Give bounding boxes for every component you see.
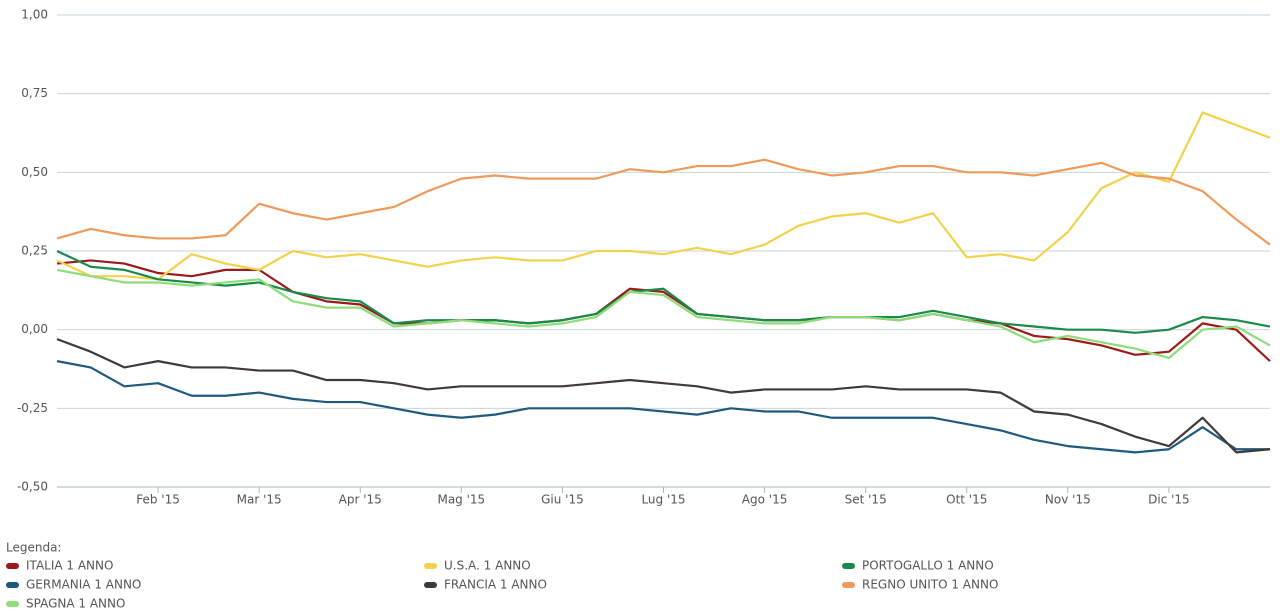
- y-tick-label: 0,50: [21, 165, 48, 179]
- legend-label: U.S.A. 1 ANNO: [444, 559, 531, 573]
- x-tick-label: Set '15: [845, 493, 887, 507]
- legend-marker: [6, 601, 19, 607]
- legend-title: Legenda:: [6, 541, 61, 555]
- series-line: [56, 338, 1271, 454]
- legend-marker: [842, 582, 855, 588]
- legend-marker: [842, 563, 855, 569]
- series-line: [56, 158, 1271, 246]
- x-tick-label: Mar '15: [237, 493, 282, 507]
- y-tick-label: 1,00: [21, 8, 48, 22]
- series-line: [56, 259, 1271, 362]
- y-tick-label: 0,75: [21, 86, 48, 100]
- legend-marker: [6, 582, 19, 588]
- series-line: [56, 268, 1271, 360]
- x-tick-label: Giu '15: [541, 493, 584, 507]
- x-tick-label: Apr '15: [339, 493, 382, 507]
- x-tick-label: Feb '15: [136, 493, 180, 507]
- series-line: [56, 111, 1271, 281]
- legend-marker: [424, 582, 437, 588]
- legend-label: FRANCIA 1 ANNO: [444, 578, 547, 592]
- y-tick-label: -0,50: [17, 480, 48, 494]
- y-tick-label: 0,25: [21, 244, 48, 258]
- x-tick-label: Ott '15: [946, 493, 987, 507]
- x-tick-label: Lug '15: [641, 493, 685, 507]
- legend-marker: [424, 563, 437, 569]
- series-line: [56, 250, 1271, 334]
- x-tick-label: Nov '15: [1045, 493, 1091, 507]
- legend-label: PORTOGALLO 1 ANNO: [862, 559, 994, 573]
- x-tick-label: Mag '15: [437, 493, 485, 507]
- legend-label: GERMANIA 1 ANNO: [26, 578, 141, 592]
- x-tick-label: Dic '15: [1148, 493, 1190, 507]
- legend-marker: [6, 563, 19, 569]
- series-line: [56, 360, 1270, 454]
- legend-label: REGNO UNITO 1 ANNO: [862, 578, 998, 592]
- legend-label: SPAGNA 1 ANNO: [26, 597, 125, 611]
- y-tick-label: -0,25: [17, 401, 48, 415]
- x-tick-label: Ago '15: [742, 493, 788, 507]
- legend-label: ITALIA 1 ANNO: [26, 559, 113, 573]
- y-tick-label: 0,00: [21, 322, 48, 336]
